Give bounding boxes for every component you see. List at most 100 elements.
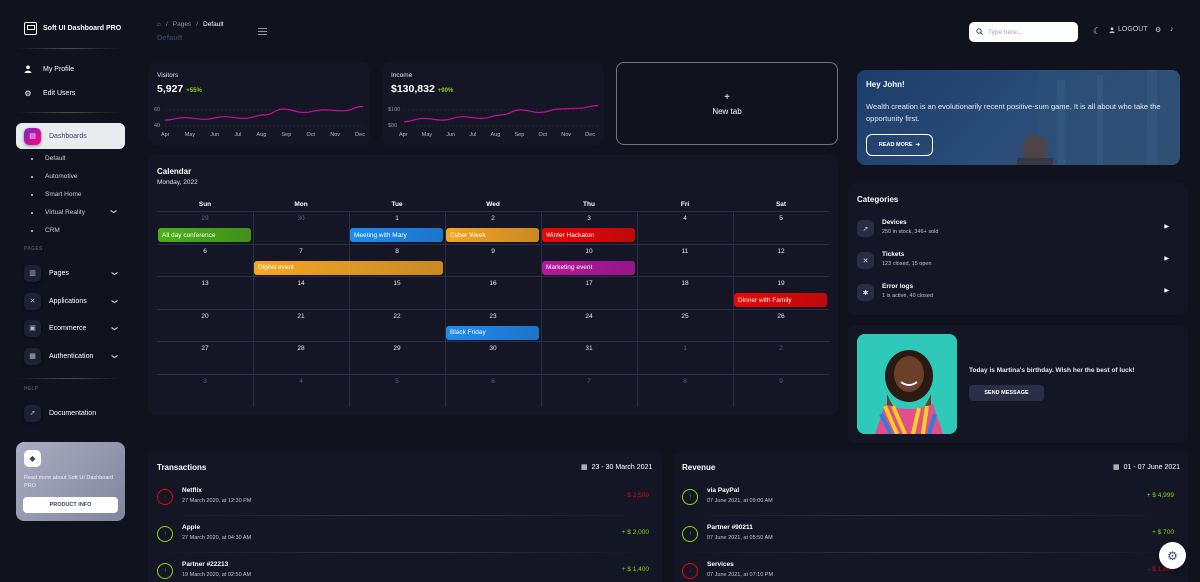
- dark-mode-icon[interactable]: ☾: [1093, 26, 1102, 36]
- logout-link[interactable]: LOGOUT: [1109, 26, 1148, 33]
- settings-icon[interactable]: ⚙: [1155, 27, 1162, 34]
- y-tick: 40: [154, 123, 161, 129]
- search-input[interactable]: [988, 28, 1073, 36]
- calendar-event[interactable]: Meeting with Mary: [350, 228, 443, 242]
- read-more-button[interactable]: READ MORE ➔: [866, 134, 933, 156]
- chevron-right-icon[interactable]: ▶: [1164, 256, 1169, 262]
- product-info-button[interactable]: PRODUCT INFO: [23, 497, 118, 513]
- calendar-day[interactable]: 18: [681, 280, 689, 287]
- transaction-row[interactable]: ↑ via PayPal 07 June 2021, at 09:00 AM + $ …: [682, 487, 1174, 511]
- sidebar-subitem-default[interactable]: Default: [31, 155, 66, 162]
- calendar-event[interactable]: All day conference: [158, 228, 251, 242]
- calendar-day[interactable]: 20: [201, 312, 209, 320]
- calendar-day[interactable]: 19: [777, 280, 785, 287]
- chevron-right-icon[interactable]: ▶: [1164, 288, 1169, 294]
- calendar-day[interactable]: 31: [585, 345, 593, 352]
- calendar-day[interactable]: 2: [779, 345, 783, 352]
- calendar-day[interactable]: 17: [585, 280, 593, 287]
- calendar-day[interactable]: 25: [681, 312, 689, 320]
- calendar-day[interactable]: 11: [681, 247, 689, 255]
- calendar-day[interactable]: 14: [297, 280, 305, 287]
- calendar-day[interactable]: 1: [683, 345, 687, 352]
- visitors-value: 5,927 +55%: [157, 83, 202, 95]
- calendar-week-row: [157, 243, 829, 276]
- calendar-day[interactable]: 1: [395, 215, 399, 222]
- sidebar-subitem-smart-home[interactable]: Smart Home: [31, 191, 81, 198]
- calendar-day[interactable]: 21: [297, 312, 305, 320]
- calendar-day[interactable]: 9: [779, 377, 783, 385]
- calendar-day[interactable]: 6: [491, 377, 495, 385]
- calendar-day[interactable]: 2: [491, 215, 495, 222]
- sidebar-item-profile[interactable]: My Profile: [24, 65, 74, 73]
- calendar-event[interactable]: Marketing event: [542, 260, 635, 275]
- calendar-day[interactable]: 24: [585, 312, 593, 320]
- calendar-day[interactable]: 15: [393, 280, 401, 287]
- calendar-day[interactable]: 6: [203, 247, 207, 255]
- new-tab-button[interactable]: + New tab: [616, 62, 838, 145]
- home-icon[interactable]: ⌂: [157, 21, 161, 28]
- calendar-day[interactable]: 5: [779, 215, 783, 222]
- calendar-day[interactable]: 30: [297, 215, 305, 222]
- chevron-down-icon[interactable]: ❯: [110, 208, 117, 215]
- calendar-day[interactable]: 8: [683, 377, 687, 385]
- sidebar-item-authentication[interactable]: ▦ Authentication ❯: [16, 343, 125, 369]
- chevron-right-icon[interactable]: ▶: [1164, 224, 1169, 230]
- sidebar-item-documentation[interactable]: ➚ Documentation: [16, 400, 125, 426]
- notifications-bell-icon[interactable]: ♪: [1170, 26, 1174, 33]
- calendar-day[interactable]: 29: [201, 215, 209, 222]
- transaction-row[interactable]: ↓ Services 07 June 2021, at 07:10 PM - $ 1,…: [682, 561, 1174, 582]
- calendar-icon: ▦: [1113, 464, 1120, 471]
- transaction-row[interactable]: ↑ Apple 27 March 2020, at 04:30 AM + $ 2,00…: [157, 524, 649, 548]
- search-box[interactable]: [969, 22, 1078, 42]
- menu-toggle-icon[interactable]: [258, 28, 267, 35]
- calendar-day[interactable]: 16: [489, 280, 497, 287]
- sidebar-item-ecommerce[interactable]: ▣ Ecommerce ❯: [16, 315, 125, 341]
- sidebar-item-pages[interactable]: ▥ Pages ❯: [16, 260, 125, 286]
- calendar-event[interactable]: Dinner with Family: [734, 293, 827, 307]
- shop-icon: ▤: [24, 127, 41, 145]
- calendar-day[interactable]: 22: [393, 312, 401, 320]
- calendar-day[interactable]: 4: [299, 377, 303, 385]
- category-item-error-logs[interactable]: ✱ Error logs 1 is active, 40 closed ▶: [857, 283, 1169, 305]
- calendar-day[interactable]: 8: [395, 247, 399, 255]
- sidebar-item-edit-users[interactable]: ⚙ Edit Users: [24, 89, 75, 98]
- calendar-day[interactable]: 27: [201, 345, 209, 352]
- calendar-day[interactable]: 30: [489, 345, 497, 352]
- calendar-day[interactable]: 7: [587, 377, 591, 385]
- calendar-event[interactable]: Black Friday: [446, 325, 539, 340]
- calendar-day[interactable]: 3: [587, 215, 591, 222]
- configurator-gear-button[interactable]: ⚙: [1159, 542, 1186, 569]
- calendar-day[interactable]: 12: [777, 247, 785, 255]
- calendar-day[interactable]: 23: [489, 312, 497, 320]
- sidebar-subitem-crm[interactable]: CRM: [31, 227, 60, 234]
- category-name: Error logs: [882, 283, 914, 290]
- sidebar-item-applications[interactable]: ✕ Applications ❯: [16, 288, 125, 314]
- breadcrumb-parent[interactable]: Pages: [172, 21, 192, 28]
- arrow-down-icon: ↓: [157, 489, 173, 505]
- calendar-event[interactable]: Cyber Week: [446, 228, 539, 242]
- sidebar-subitem-virtual-reality[interactable]: Virtual Reality: [31, 209, 85, 216]
- calendar-day[interactable]: 3: [203, 377, 207, 385]
- calendar-event[interactable]: Winter Hackaton: [542, 228, 635, 242]
- category-item-devices[interactable]: ➚ Devices 250 in stock, 346+ sold ▶: [857, 219, 1169, 241]
- calendar-day[interactable]: 28: [297, 345, 305, 352]
- calendar-day[interactable]: 10: [585, 247, 593, 255]
- calendar-day[interactable]: 9: [491, 247, 495, 255]
- calendar-day[interactable]: 13: [201, 280, 209, 287]
- calendar-day[interactable]: 26: [777, 312, 785, 320]
- transaction-row[interactable]: ↑ Partner #22213 19 March 2020, at 02:50 A…: [157, 561, 649, 582]
- calendar-event[interactable]: Digital event: [254, 260, 443, 275]
- bug-icon: ✱: [857, 284, 874, 301]
- sidebar-item-dashboards[interactable]: ▤ Dashboards: [16, 123, 125, 149]
- sidebar-subitem-automotive[interactable]: Automotive: [31, 173, 78, 180]
- calendar-day[interactable]: 4: [683, 215, 687, 222]
- brand[interactable]: Soft UI Dashboard PRO: [24, 22, 121, 35]
- transaction-row[interactable]: ↓ Netflix 27 March 2020, at 12:30 PM - $ 2,…: [157, 487, 649, 511]
- calendar-day[interactable]: 5: [395, 377, 399, 385]
- send-message-button[interactable]: SEND MESSAGE: [969, 385, 1044, 401]
- transaction-row[interactable]: ↑ Partner #90211 07 June 2021, at 05:50 AM…: [682, 524, 1174, 548]
- calendar-day[interactable]: 7: [299, 247, 303, 255]
- calendar-day[interactable]: 29: [393, 345, 401, 352]
- categories-card: [848, 183, 1188, 315]
- category-item-tickets[interactable]: ✕ Tickets 123 closed, 15 open ▶: [857, 251, 1169, 273]
